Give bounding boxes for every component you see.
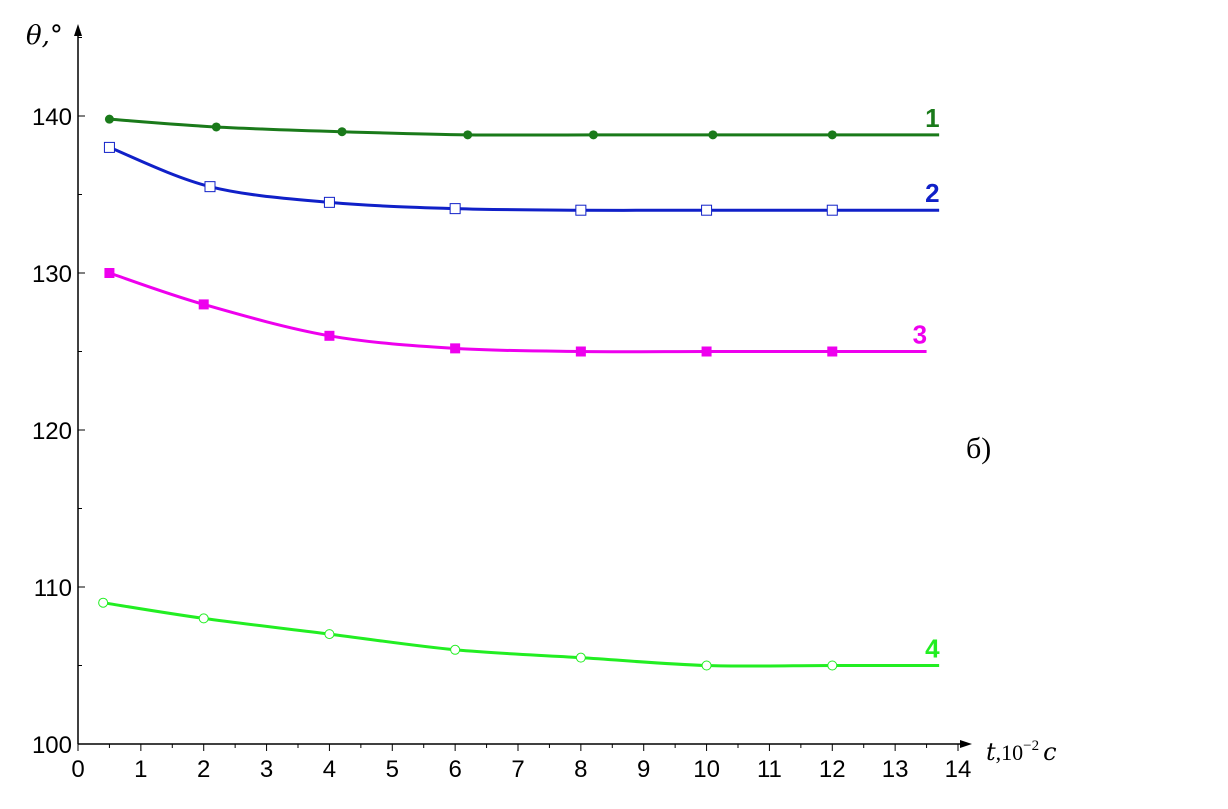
series-label-2: 2 — [925, 178, 939, 208]
data-point — [463, 130, 473, 140]
data-point — [198, 299, 209, 310]
data-point — [204, 181, 216, 193]
y-axis-arrow — [74, 24, 82, 36]
x-tick-label: 8 — [574, 756, 587, 783]
series-label-4: 4 — [925, 634, 940, 664]
data-point — [827, 660, 838, 671]
x-tick-label: 11 — [757, 756, 782, 783]
data-point — [575, 204, 587, 216]
panel-label: б) — [966, 432, 991, 465]
series-label-1: 1 — [925, 103, 939, 133]
series-4: 4 — [98, 597, 940, 671]
x-axis-title: t,10−2 c — [986, 738, 1057, 766]
y-axis-title: θ,° — [26, 21, 63, 51]
data-point — [450, 644, 461, 655]
x-tick-label: 3 — [260, 756, 273, 783]
axes: 0 1 2 3 4 5 6 7 8 9 10 11 12 13 14100110120130140θ,°t,… — [26, 21, 1057, 783]
data-point — [324, 629, 335, 640]
y-tick-label: 140 — [32, 104, 72, 131]
data-point — [103, 141, 115, 153]
series-line-2 — [108, 146, 940, 212]
series-line-3 — [108, 271, 927, 354]
series-layer: 1 2 3 4 — [98, 103, 940, 671]
x-tick-label: 2 — [197, 756, 210, 783]
data-point — [104, 114, 114, 124]
y-tick-label: 110 — [34, 575, 72, 602]
data-point — [575, 652, 586, 663]
data-point — [98, 597, 109, 608]
data-point — [575, 346, 586, 357]
y-tick-label: 120 — [32, 418, 72, 445]
x-tick-label: 12 — [819, 756, 846, 783]
data-point — [211, 122, 221, 132]
x-tick-label: 7 — [511, 756, 524, 783]
series-line-1 — [109, 117, 940, 137]
series-2: 2 — [103, 141, 940, 216]
x-tick-label: 1 — [134, 756, 147, 783]
data-point — [337, 127, 347, 137]
data-point — [104, 268, 115, 278]
data-point — [449, 203, 461, 215]
data-point — [708, 130, 718, 140]
x-tick-label: 9 — [637, 756, 650, 783]
x-tick-label: 0 — [71, 756, 84, 783]
x-tick-label: 4 — [323, 756, 336, 783]
x-tick-label: 14 — [945, 756, 972, 783]
x-tick-label: 6 — [448, 756, 461, 783]
data-point — [826, 204, 838, 216]
series-1: 1 — [104, 103, 940, 140]
x-axis-arrow — [960, 740, 972, 748]
y-tick-label: 130 — [32, 261, 72, 288]
y-tick-label: 100 — [32, 732, 72, 759]
data-point — [701, 346, 712, 357]
data-point — [323, 196, 335, 208]
x-tick-label: 5 — [386, 756, 399, 783]
x-tick-label: 10 — [693, 756, 720, 783]
data-point — [198, 613, 209, 624]
data-point — [701, 204, 713, 216]
data-point — [827, 130, 837, 140]
data-point — [701, 660, 712, 671]
data-point — [827, 346, 838, 357]
series-line-4 — [102, 601, 940, 668]
series-3: 3 — [104, 268, 927, 357]
data-point — [450, 343, 461, 354]
data-point — [588, 130, 598, 140]
series-label-3: 3 — [913, 320, 927, 350]
x-tick-label: 13 — [882, 756, 909, 783]
data-point — [324, 330, 335, 341]
